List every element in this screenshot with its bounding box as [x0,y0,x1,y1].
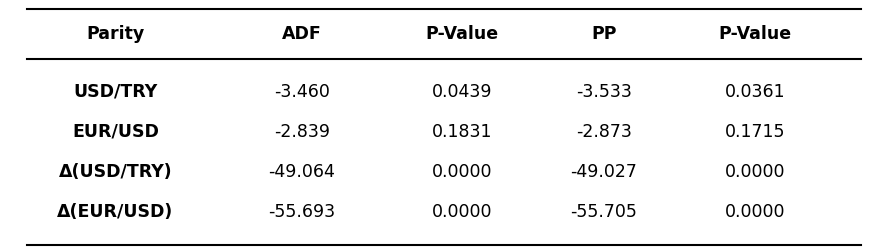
Text: -49.064: -49.064 [268,162,336,180]
Text: P-Value: P-Value [718,25,791,43]
Text: EUR/USD: EUR/USD [72,122,159,140]
Text: Δ(USD/TRY): Δ(USD/TRY) [59,162,172,180]
Text: P-Value: P-Value [425,25,498,43]
Text: -49.027: -49.027 [570,162,638,180]
Text: 0.1831: 0.1831 [432,122,492,140]
Text: -2.839: -2.839 [274,122,330,140]
Text: -3.460: -3.460 [274,82,329,100]
Text: PP: PP [591,25,616,43]
Text: 0.0439: 0.0439 [432,82,492,100]
Text: 0.0000: 0.0000 [432,162,492,180]
Text: -55.705: -55.705 [570,202,638,220]
Text: 0.0361: 0.0361 [725,82,785,100]
Text: -3.533: -3.533 [576,82,631,100]
Text: 0.0000: 0.0000 [725,162,785,180]
Text: 0.0000: 0.0000 [432,202,492,220]
Text: 0.1715: 0.1715 [725,122,785,140]
Text: -2.873: -2.873 [576,122,631,140]
Text: -55.693: -55.693 [268,202,336,220]
Text: Parity: Parity [86,25,145,43]
Text: USD/TRY: USD/TRY [74,82,157,100]
Text: 0.0000: 0.0000 [725,202,785,220]
Text: ADF: ADF [282,25,321,43]
Text: Δ(EUR/USD): Δ(EUR/USD) [58,202,173,220]
